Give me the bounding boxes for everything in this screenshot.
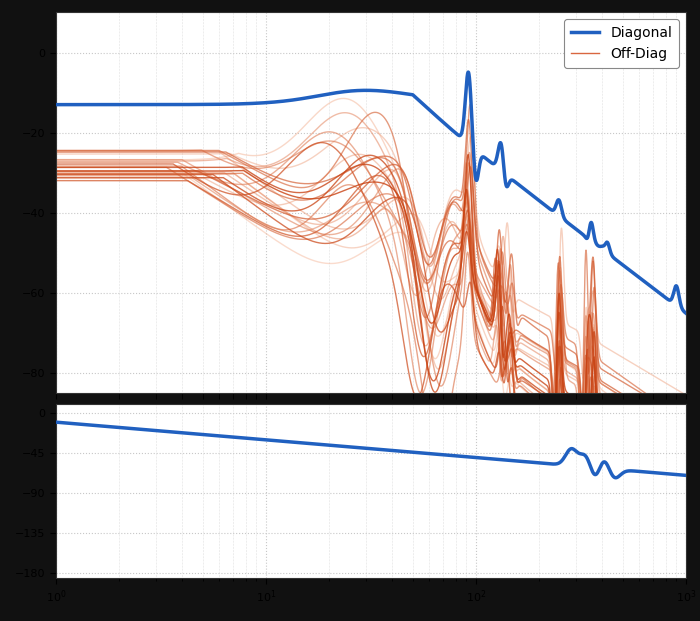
Legend: Diagonal, Off-Diag: Diagonal, Off-Diag [564,19,679,68]
